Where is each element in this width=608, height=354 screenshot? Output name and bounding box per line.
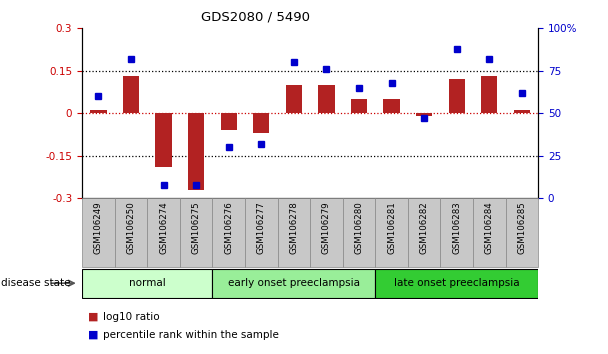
Bar — [277, 198, 310, 267]
Text: GSM106280: GSM106280 — [354, 202, 364, 255]
Bar — [384, 99, 399, 113]
Text: early onset preeclampsia: early onset preeclampsia — [228, 278, 360, 287]
Bar — [375, 198, 408, 267]
Bar — [221, 113, 237, 130]
Text: GSM106275: GSM106275 — [192, 202, 201, 255]
Text: GSM106284: GSM106284 — [485, 202, 494, 255]
Bar — [440, 198, 473, 267]
Bar — [245, 198, 277, 267]
Bar — [514, 110, 530, 113]
Bar — [449, 79, 465, 113]
Text: late onset preeclampsia: late onset preeclampsia — [394, 278, 519, 287]
Bar — [188, 113, 204, 190]
Bar — [115, 198, 147, 267]
Text: GSM106279: GSM106279 — [322, 202, 331, 254]
Bar — [82, 269, 212, 297]
Text: normal: normal — [129, 278, 165, 287]
Bar — [505, 198, 538, 267]
Text: GSM106250: GSM106250 — [126, 202, 136, 255]
Bar — [147, 198, 180, 267]
Text: disease state: disease state — [1, 278, 71, 288]
Bar — [212, 198, 245, 267]
Text: log10 ratio: log10 ratio — [103, 312, 160, 322]
Bar — [473, 198, 505, 267]
Bar — [82, 198, 115, 267]
Bar — [286, 85, 302, 113]
Bar — [318, 85, 334, 113]
Text: GSM106278: GSM106278 — [289, 202, 299, 255]
Text: percentile rank within the sample: percentile rank within the sample — [103, 330, 279, 339]
Text: GSM106274: GSM106274 — [159, 202, 168, 255]
Text: GSM106285: GSM106285 — [517, 202, 527, 255]
Bar — [253, 113, 269, 133]
Bar — [90, 110, 106, 113]
Bar — [123, 76, 139, 113]
Bar — [343, 198, 375, 267]
Bar — [375, 269, 538, 297]
Bar — [408, 198, 440, 267]
Text: GDS2080 / 5490: GDS2080 / 5490 — [201, 11, 309, 24]
Text: ■: ■ — [88, 330, 98, 339]
Bar — [351, 99, 367, 113]
Text: ■: ■ — [88, 312, 98, 322]
Bar — [310, 198, 343, 267]
Text: GSM106281: GSM106281 — [387, 202, 396, 255]
Text: GSM106277: GSM106277 — [257, 202, 266, 255]
Bar — [481, 76, 497, 113]
Bar — [416, 113, 432, 116]
Text: GSM106249: GSM106249 — [94, 202, 103, 254]
Bar — [212, 269, 375, 297]
Text: GSM106282: GSM106282 — [420, 202, 429, 255]
Bar — [156, 113, 171, 167]
Bar — [180, 198, 212, 267]
Text: GSM106283: GSM106283 — [452, 202, 461, 255]
Text: GSM106276: GSM106276 — [224, 202, 233, 255]
